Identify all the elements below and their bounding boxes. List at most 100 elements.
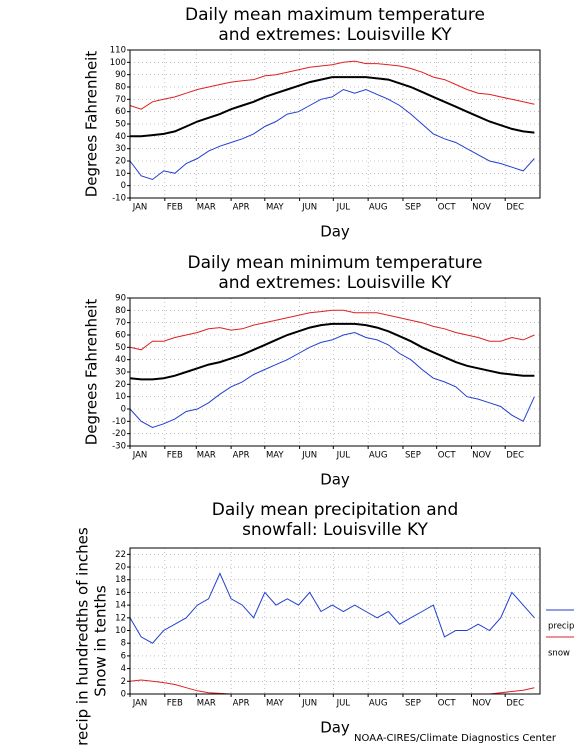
y-tick-label: 30: [115, 368, 126, 378]
x-tick-label: MAY: [266, 699, 284, 709]
y-tick-label: 6: [121, 651, 126, 661]
y-tick-label: 10: [115, 626, 126, 636]
y-axis-label: Degrees Fahrenheit: [83, 51, 101, 198]
x-tick-label: OCT: [438, 699, 457, 709]
x-tick-label: JUN: [301, 699, 317, 709]
y-tick-label: 90: [115, 294, 126, 304]
x-tick-label: JUL: [336, 203, 351, 213]
y-tick-label: 50: [115, 343, 126, 353]
x-tick-label: SEP: [405, 451, 421, 461]
x-tick-label: AUG: [369, 699, 388, 709]
y-tick-label: 30: [115, 144, 126, 154]
x-tick-label: APR: [233, 203, 250, 213]
y-tick-label: 0: [121, 690, 126, 700]
x-tick-label: FEB: [167, 203, 183, 213]
x-tick-label: MAR: [197, 203, 216, 213]
series-line: [129, 322, 535, 381]
y-axis-label: Snow in tenths: [92, 585, 110, 697]
x-tick-label: APR: [233, 451, 250, 461]
y-tick-label: 40: [115, 132, 126, 142]
x-axis-label: Day: [320, 223, 350, 241]
x-tick-label: FEB: [167, 699, 183, 709]
y-tick-label: 40: [115, 355, 126, 365]
chart-title: and extremes: Louisville KY: [218, 273, 452, 293]
y-tick-label: 18: [115, 575, 126, 585]
x-tick-label: NOV: [472, 451, 491, 461]
chart-title: and extremes: Louisville KY: [218, 25, 452, 45]
y-axis-label: Degrees Fahrenheit: [83, 299, 101, 446]
x-tick-label: FEB: [167, 451, 183, 461]
x-tick-label: MAY: [266, 203, 284, 213]
x-tick-label: DEC: [506, 203, 524, 213]
x-tick-label: JUL: [336, 451, 351, 461]
x-tick-label: JAN: [132, 699, 148, 709]
y-tick-label: 70: [115, 95, 126, 105]
x-tick-label: JUN: [301, 451, 317, 461]
x-tick-label: MAY: [266, 451, 284, 461]
series-line: [129, 572, 535, 644]
y-tick-label: 2: [121, 677, 126, 687]
legend-label: precip: [548, 622, 574, 632]
plot-frame: [129, 297, 541, 447]
y-tick-label: 10: [115, 169, 126, 179]
x-axis-label: Day: [320, 719, 350, 737]
x-tick-label: AUG: [369, 203, 388, 213]
x-tick-label: SEP: [405, 203, 421, 213]
y-tick-label: 20: [115, 157, 126, 167]
y-tick-label: 50: [115, 120, 126, 130]
x-tick-label: SEP: [405, 699, 421, 709]
y-tick-label: -20: [112, 429, 126, 439]
y-tick-label: 4: [121, 664, 126, 674]
plot-frame: [129, 49, 541, 199]
series-line: [129, 679, 535, 695]
y-tick-label: -10: [112, 417, 126, 427]
x-tick-label: APR: [233, 699, 250, 709]
y-tick-label: 20: [115, 563, 126, 573]
y-axis-label: Precip in hundredths of inches: [74, 527, 92, 745]
chart-title: Daily mean minimum temperature: [188, 253, 483, 273]
y-tick-label: 110: [110, 46, 126, 56]
series-line: [129, 88, 535, 181]
series-line: [129, 331, 535, 429]
y-tick-label: 100: [110, 58, 126, 68]
y-tick-label: 0: [121, 181, 126, 191]
y-tick-label: 60: [115, 331, 126, 341]
x-tick-label: NOV: [472, 699, 491, 709]
y-tick-label: 80: [115, 83, 126, 93]
x-tick-label: DEC: [506, 451, 524, 461]
chart-title: snowfall: Louisville KY: [242, 520, 428, 540]
y-tick-label: 0: [121, 405, 126, 415]
y-tick-label: 90: [115, 70, 126, 80]
x-tick-label: JAN: [132, 451, 148, 461]
x-tick-label: MAR: [197, 699, 216, 709]
x-tick-label: OCT: [438, 203, 457, 213]
x-tick-label: JUL: [336, 699, 351, 709]
y-tick-label: 10: [115, 392, 126, 402]
legend-label: snow: [548, 649, 570, 659]
y-tick-label: 22: [115, 550, 126, 560]
chart-title: Daily mean maximum temperature: [185, 5, 485, 25]
x-tick-label: JUN: [301, 203, 317, 213]
x-axis-label: Day: [320, 471, 350, 489]
x-tick-label: NOV: [472, 203, 491, 213]
y-tick-label: 60: [115, 107, 126, 117]
series-line: [130, 76, 535, 138]
series-line: [129, 309, 535, 351]
chart-title: Daily mean precipitation and: [212, 500, 459, 520]
y-tick-label: 14: [115, 601, 126, 611]
footer: NOAA-CIRES/Climate Diagnostics Center: [354, 733, 557, 744]
x-tick-label: MAR: [197, 451, 216, 461]
x-tick-label: AUG: [369, 451, 388, 461]
y-tick-label: 8: [121, 639, 126, 649]
y-tick-label: 80: [115, 306, 126, 316]
series-line: [129, 60, 535, 110]
x-tick-label: OCT: [438, 451, 457, 461]
x-tick-label: DEC: [506, 699, 524, 709]
y-tick-label: -10: [112, 194, 126, 204]
y-tick-label: 20: [115, 380, 126, 390]
x-tick-label: JAN: [132, 203, 148, 213]
y-tick-label: 16: [115, 588, 126, 598]
y-tick-label: 12: [115, 613, 126, 623]
plot-frame: [129, 547, 541, 695]
